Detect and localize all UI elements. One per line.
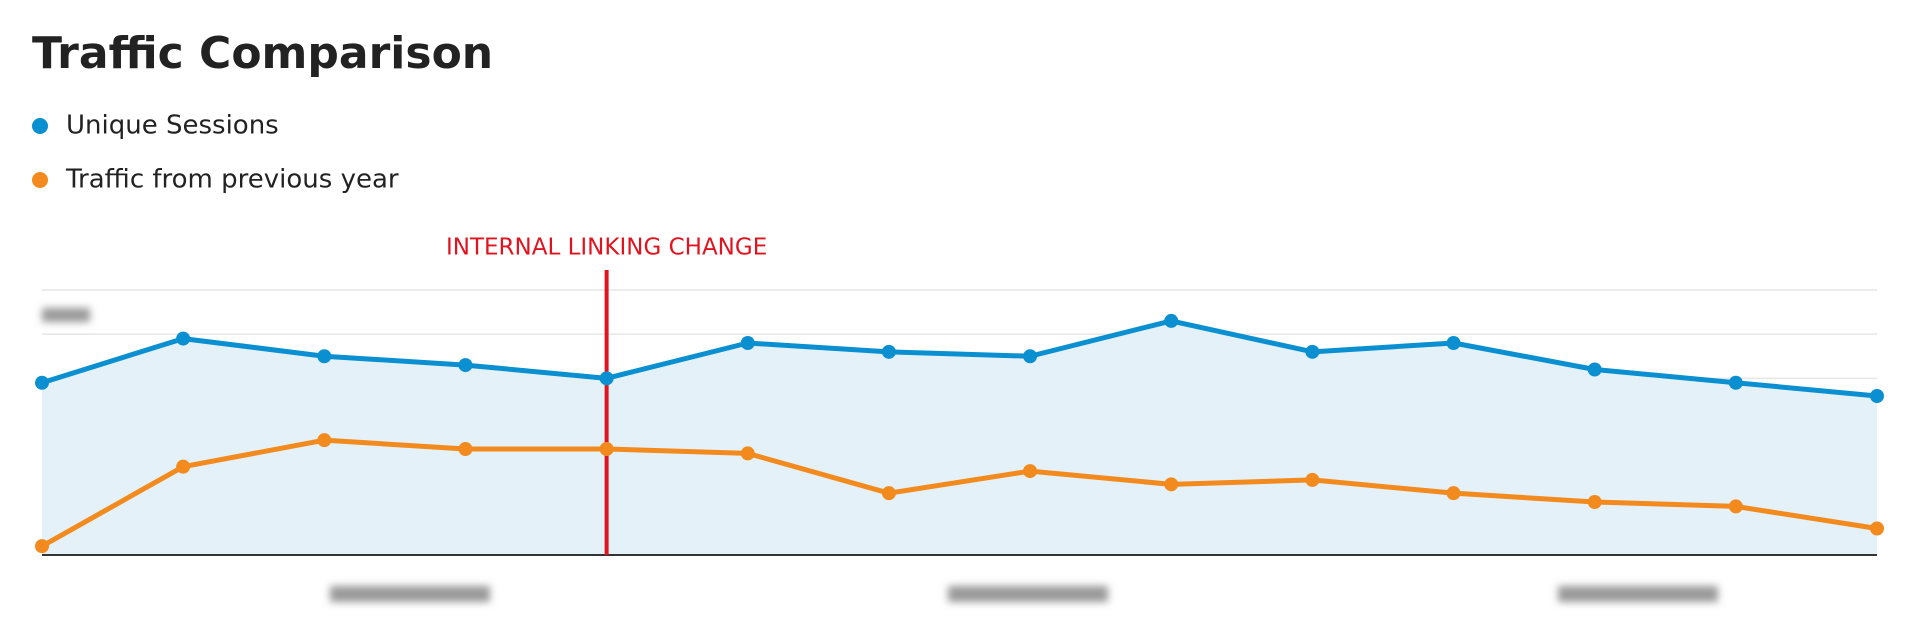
data-point [881,344,896,359]
blurred-y-label [42,308,90,322]
blurred-labels [42,308,1718,602]
data-point [317,349,332,364]
data-point [1870,389,1884,403]
data-point [599,371,614,386]
data-point [1728,499,1743,514]
annotation: INTERNAL LINKING CHANGE [446,235,767,261]
data-point [1728,375,1743,390]
data-point [458,442,473,456]
data-point [1587,362,1602,377]
data-point [317,433,332,448]
data-point [881,486,896,501]
legend-label: Unique Sessions [66,111,279,141]
data-point [1305,472,1320,487]
data-point [740,336,755,350]
data-point [1023,349,1038,364]
blurred-x-label [948,586,1108,602]
data-point [1305,344,1320,359]
data-point [35,375,49,390]
data-point [176,459,191,474]
data-point [1587,495,1602,509]
series-line [40,437,1878,549]
data-point [1023,464,1038,479]
series-line [41,318,1878,399]
legend-marker [32,118,48,134]
data-point [1870,521,1884,536]
data-point [740,446,755,461]
area [42,320,1877,555]
blurred-x-label [1558,586,1718,602]
blurred-x-label [330,586,490,602]
data-point [599,442,614,456]
legend-label: Traffic from previous year [65,165,399,195]
data-point [1446,486,1461,501]
data-point [1164,477,1179,492]
data-point [176,331,191,346]
legend-marker [32,172,48,188]
chart-title: Traffic Comparison [32,28,493,79]
data-point [458,358,473,373]
data-point [35,539,49,554]
data-point [1446,336,1461,350]
data-point [1164,313,1179,328]
